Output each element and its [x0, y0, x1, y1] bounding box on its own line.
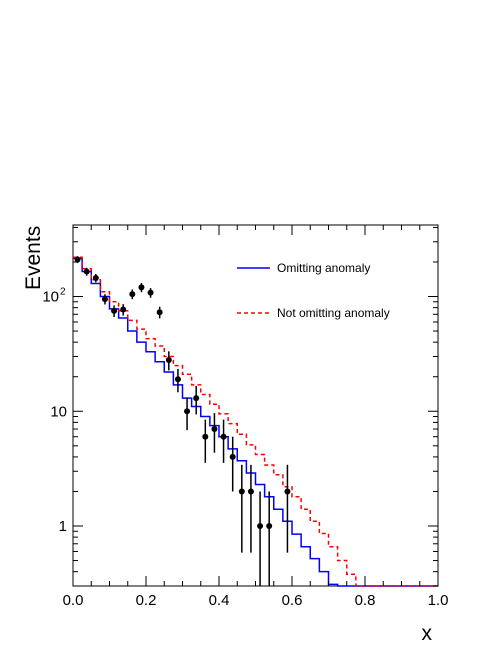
x-tick-label: 0.4 — [209, 592, 230, 609]
plot-frame — [72, 224, 439, 587]
data-marker — [174, 376, 181, 383]
data-marker — [193, 395, 200, 402]
x-tick-label: 0.2 — [136, 592, 157, 609]
data-marker — [165, 356, 172, 363]
data-point — [83, 267, 90, 276]
data-point — [247, 464, 254, 553]
data-point — [92, 274, 99, 283]
x-axis-title: x — [422, 622, 433, 645]
legend-label-not-omitting: Not omitting anomaly — [277, 306, 390, 320]
data-marker — [257, 523, 264, 530]
data-marker — [220, 433, 227, 440]
data-point — [193, 385, 200, 415]
data-marker — [138, 284, 145, 291]
data-marker — [247, 488, 254, 495]
x-tick-label: 0.8 — [355, 592, 376, 609]
data-marker — [129, 291, 136, 298]
y-tick-label: 10 — [50, 403, 67, 420]
plot-content — [73, 256, 438, 587]
data-marker — [266, 523, 273, 530]
legend-label-omitting: Omitting anomaly — [277, 261, 370, 275]
x-tick-label: 0.0 — [63, 592, 84, 609]
data-marker — [229, 453, 236, 460]
data-point — [147, 288, 154, 298]
data-point — [257, 491, 264, 586]
data-marker — [238, 488, 245, 495]
data-marker — [92, 274, 99, 281]
x-tick-label: 1.0 — [428, 592, 449, 609]
data-point — [266, 491, 273, 586]
data-marker — [147, 289, 154, 296]
data-marker — [83, 268, 90, 275]
data-marker — [101, 296, 108, 303]
data-marker — [111, 307, 118, 314]
y-axis-title: Events — [22, 226, 45, 290]
x-tick-label: 0.6 — [282, 592, 303, 609]
data-point — [284, 464, 291, 553]
data-point — [238, 464, 245, 553]
data-marker — [202, 433, 209, 440]
data-marker — [211, 426, 218, 433]
data-point — [174, 368, 181, 393]
data-marker — [120, 306, 127, 313]
data-point — [111, 305, 118, 317]
data-point — [229, 436, 236, 492]
data-marker — [284, 488, 291, 495]
y-tick-label: 1 — [59, 518, 67, 535]
data-point — [129, 289, 136, 300]
y-tick-label-exponent: 2 — [60, 287, 66, 298]
data-point — [165, 351, 172, 371]
data-point — [202, 419, 209, 463]
y-tick-label: 10 — [42, 289, 59, 306]
data-point — [184, 397, 191, 431]
data-marker — [184, 408, 191, 415]
legend: Omitting anomaly Not omitting anomaly — [237, 261, 390, 320]
data-marker — [156, 309, 163, 316]
data-marker — [74, 256, 81, 263]
data-point — [220, 419, 227, 463]
data-point — [120, 304, 127, 316]
data-point — [211, 413, 218, 453]
data-point — [138, 283, 145, 293]
data-point — [101, 294, 108, 305]
data-point — [156, 306, 163, 319]
